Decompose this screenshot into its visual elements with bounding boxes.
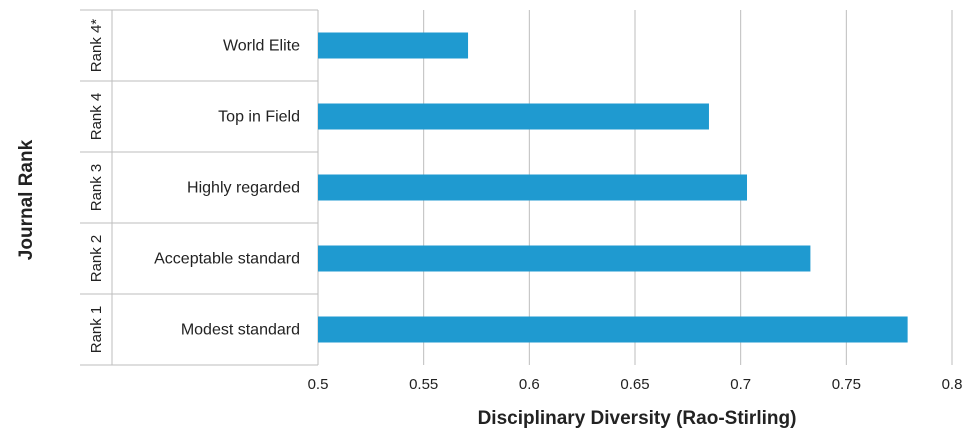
category-label: Modest standard	[181, 322, 300, 339]
x-tick-label: 0.55	[409, 376, 438, 393]
x-axis-title: Disciplinary Diversity (Rao-Stirling)	[478, 408, 797, 429]
rank-labels: Rank 4* Rank 4 Rank 3 Rank 2 Rank 1	[88, 19, 105, 354]
x-tick-label: 0.6	[519, 376, 540, 393]
x-tick-label: 0.5	[308, 376, 329, 393]
rank-label: Rank 3	[88, 164, 105, 212]
category-label: Highly regarded	[187, 180, 300, 197]
x-tick-label: 0.8	[942, 376, 963, 393]
x-tick-label: 0.7	[730, 376, 751, 393]
x-tick-labels: 0.5 0.55 0.6 0.65 0.7 0.75 0.8	[308, 376, 963, 393]
bars	[318, 32, 908, 343]
rank-label: Rank 4	[88, 93, 105, 141]
bar	[318, 32, 469, 59]
rank-label: Rank 2	[88, 235, 105, 283]
category-label: Acceptable standard	[154, 251, 300, 268]
category-labels: World Elite Top in Field Highly regarded Ac…	[154, 38, 300, 339]
x-tick-label: 0.65	[620, 376, 649, 393]
x-tick-label: 0.75	[832, 376, 861, 393]
category-label: Top in Field	[218, 109, 300, 126]
bar	[318, 103, 709, 130]
category-axis-frame	[80, 9, 319, 366]
rank-label: Rank 1	[88, 306, 105, 354]
bar	[318, 174, 748, 201]
category-label: World Elite	[223, 38, 300, 55]
rank-label: Rank 4*	[88, 19, 105, 73]
y-axis-title: Journal Rank	[16, 139, 37, 260]
bar	[318, 245, 811, 272]
bar	[318, 316, 908, 343]
